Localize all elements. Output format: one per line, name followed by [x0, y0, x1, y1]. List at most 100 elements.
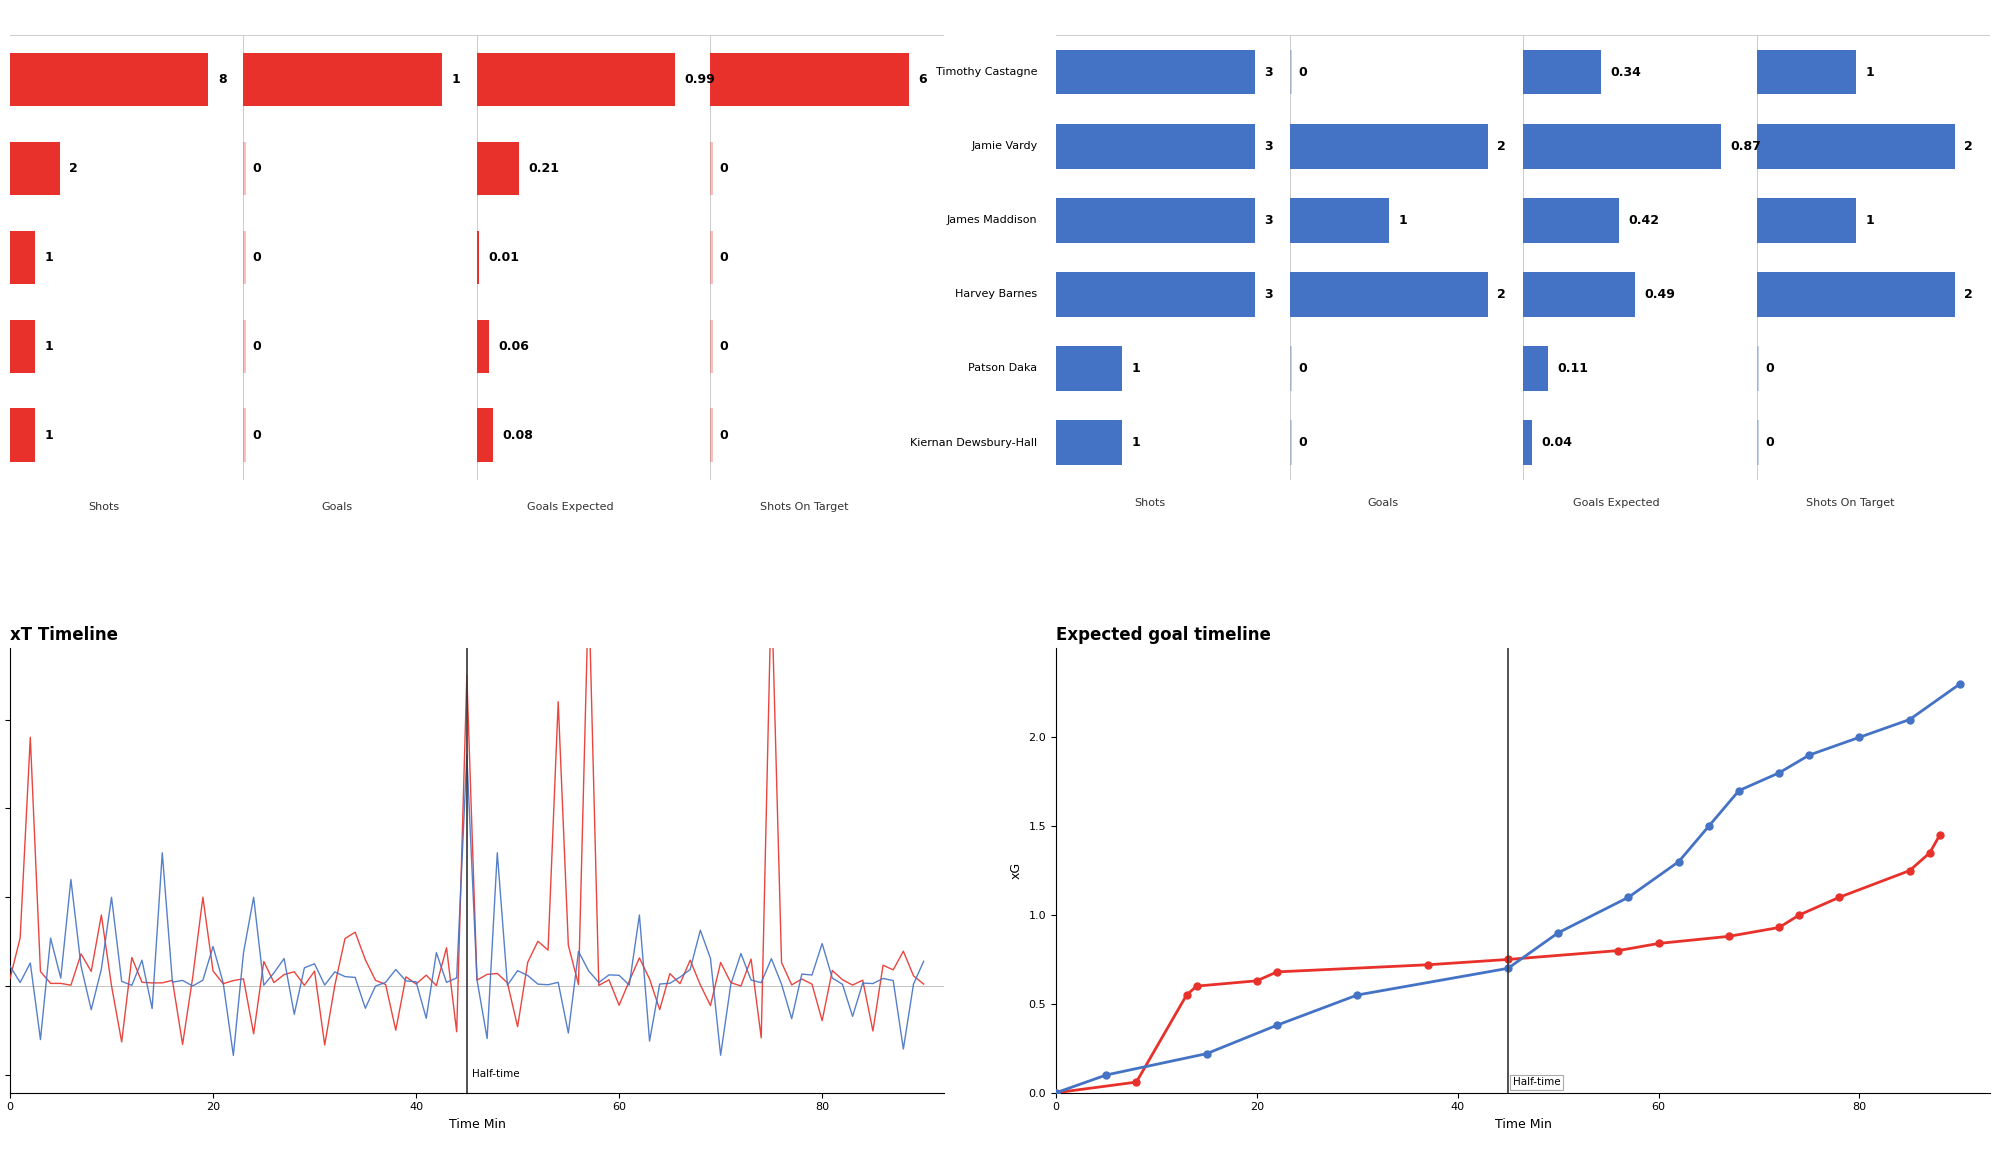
- Bar: [1524, 199, 1618, 242]
- Text: Half-time: Half-time: [472, 1069, 520, 1080]
- Text: 0: 0: [720, 340, 728, 352]
- Text: 2: 2: [1498, 288, 1506, 301]
- Bar: [1756, 273, 1954, 316]
- Text: 0: 0: [252, 429, 262, 442]
- Bar: [244, 320, 246, 372]
- Text: 0: 0: [720, 429, 728, 442]
- Bar: [1290, 51, 1292, 94]
- Text: 0.42: 0.42: [1628, 214, 1660, 227]
- Bar: [1756, 347, 1758, 391]
- Text: Half-time: Half-time: [1512, 1077, 1560, 1087]
- Bar: [1056, 421, 1122, 465]
- Bar: [1524, 125, 1722, 168]
- Bar: [710, 320, 712, 372]
- Bar: [710, 409, 712, 462]
- Text: 0: 0: [1298, 66, 1308, 79]
- Text: 1: 1: [452, 73, 460, 86]
- Text: 0: 0: [1298, 436, 1308, 449]
- Bar: [476, 142, 520, 195]
- Text: James Maddison: James Maddison: [946, 215, 1038, 226]
- Text: 2: 2: [1964, 140, 1974, 153]
- Bar: [1524, 421, 1532, 465]
- Text: 3: 3: [1264, 288, 1272, 301]
- Bar: [1756, 199, 1856, 242]
- Text: 0.49: 0.49: [1644, 288, 1676, 301]
- X-axis label: Time Min: Time Min: [448, 1119, 506, 1132]
- Text: Goals: Goals: [1368, 498, 1398, 508]
- Bar: [1756, 421, 1758, 465]
- Bar: [1290, 273, 1488, 316]
- Text: 0: 0: [252, 251, 262, 264]
- Text: Patson Daka: Patson Daka: [968, 363, 1038, 374]
- Bar: [1524, 273, 1634, 316]
- Text: 0.11: 0.11: [1558, 362, 1588, 375]
- Bar: [1290, 125, 1488, 168]
- Text: 0.06: 0.06: [498, 340, 530, 352]
- Text: 6: 6: [918, 73, 926, 86]
- Text: Shots On Target: Shots On Target: [760, 502, 848, 512]
- Text: 0: 0: [1766, 362, 1774, 375]
- Text: 1: 1: [1398, 214, 1406, 227]
- Bar: [244, 409, 246, 462]
- Text: 0: 0: [252, 162, 262, 175]
- Text: Timothy Castagne: Timothy Castagne: [936, 67, 1038, 78]
- Text: 0.34: 0.34: [1610, 66, 1640, 79]
- Text: 0: 0: [1766, 436, 1774, 449]
- Bar: [710, 230, 712, 284]
- Text: xT Timeline: xT Timeline: [10, 626, 118, 644]
- Bar: [476, 53, 676, 107]
- Text: 1: 1: [1866, 66, 1874, 79]
- Text: 0: 0: [720, 251, 728, 264]
- Bar: [476, 320, 490, 372]
- Text: Jamie Vardy: Jamie Vardy: [972, 141, 1038, 152]
- Bar: [1290, 199, 1388, 242]
- Bar: [1056, 51, 1254, 94]
- Text: 3: 3: [1264, 214, 1272, 227]
- Text: Shots: Shots: [88, 502, 118, 512]
- Bar: [1290, 421, 1292, 465]
- Text: 3: 3: [1264, 66, 1272, 79]
- Bar: [244, 142, 246, 195]
- Bar: [244, 230, 246, 284]
- Bar: [10, 409, 34, 462]
- Y-axis label: xG: xG: [1010, 862, 1024, 879]
- X-axis label: Time Min: Time Min: [1494, 1119, 1552, 1132]
- Bar: [1056, 273, 1254, 316]
- Text: 1: 1: [44, 340, 52, 352]
- Text: Goals Expected: Goals Expected: [1574, 498, 1660, 508]
- Text: Harvey Barnes: Harvey Barnes: [956, 289, 1038, 300]
- Text: Goals: Goals: [322, 502, 352, 512]
- Text: Kiernan Dewsbury-Hall: Kiernan Dewsbury-Hall: [910, 437, 1038, 448]
- Text: Shots On Target: Shots On Target: [1806, 498, 1894, 508]
- Text: 1: 1: [44, 251, 52, 264]
- Bar: [1290, 347, 1292, 391]
- Text: 0: 0: [1298, 362, 1308, 375]
- Text: 0.87: 0.87: [1730, 140, 1762, 153]
- Text: 0.21: 0.21: [528, 162, 560, 175]
- Bar: [1756, 51, 1856, 94]
- Text: 2: 2: [1964, 288, 1974, 301]
- Bar: [10, 142, 60, 195]
- Text: 0.01: 0.01: [488, 251, 520, 264]
- Bar: [476, 230, 478, 284]
- Text: 8: 8: [218, 73, 226, 86]
- Bar: [10, 53, 208, 107]
- Text: 0: 0: [252, 340, 262, 352]
- Text: 1: 1: [1866, 214, 1874, 227]
- Bar: [1756, 125, 1954, 168]
- Bar: [710, 142, 712, 195]
- Text: 0: 0: [720, 162, 728, 175]
- Bar: [1524, 347, 1548, 391]
- Text: 1: 1: [1132, 436, 1140, 449]
- Text: 1: 1: [1132, 362, 1140, 375]
- Text: Expected goal timeline: Expected goal timeline: [1056, 626, 1270, 644]
- Bar: [1524, 51, 1600, 94]
- Text: 2: 2: [68, 162, 78, 175]
- Bar: [244, 53, 442, 107]
- Text: 0.99: 0.99: [684, 73, 716, 86]
- Text: Shots: Shots: [1134, 498, 1164, 508]
- Text: 3: 3: [1264, 140, 1272, 153]
- Bar: [1056, 125, 1254, 168]
- Bar: [476, 409, 494, 462]
- Bar: [710, 53, 908, 107]
